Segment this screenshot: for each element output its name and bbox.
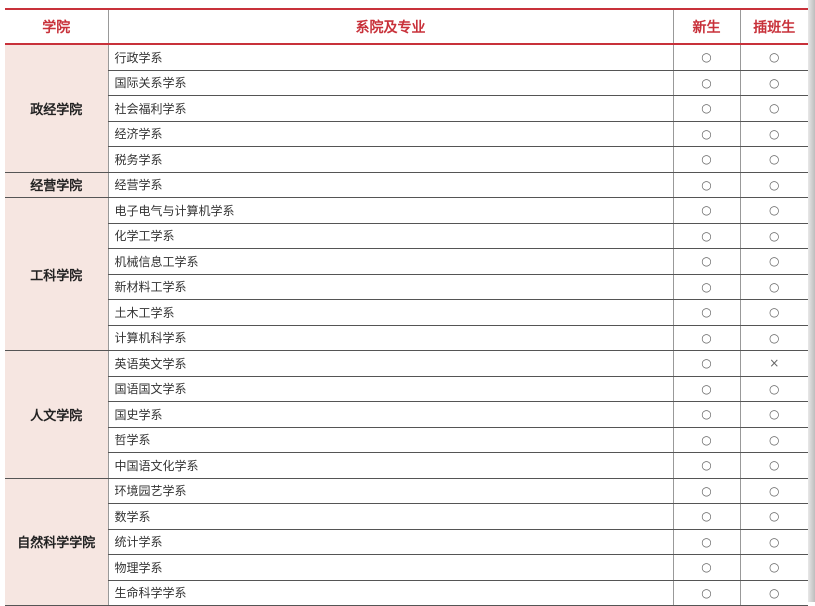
table-row: 中国语文化学系 ○ ○ [5,452,808,479]
freshman-cell: ○ [672,223,740,249]
department-cell: 社会福利学系 [107,95,673,122]
department-cell: 物理学系 [107,554,673,581]
transfer-cell: ○ [739,478,808,504]
transfer-cell: ○ [739,325,808,351]
department-cell: 税务学系 [107,146,673,173]
table-row: 社会福利学系 ○ ○ [5,95,808,122]
transfer-cell: ○ [739,554,808,581]
transfer-cell: ○ [739,427,808,453]
transfer-cell: ○ [739,197,808,224]
transfer-cell: ○ [739,121,808,147]
transfer-cell: ○ [739,299,808,326]
table-row: 政经学院 行政学系 ○ ○ [5,44,808,173]
department-cell: 数学系 [107,503,673,530]
department-cell: 土木工学系 [107,299,673,326]
department-cell: 经济学系 [107,121,673,147]
freshman-cell: ○ [672,70,740,96]
department-cell: 新材料工学系 [107,274,673,300]
table-row: 土木工学系 ○ ○ [5,299,808,326]
department-cell: 环境园艺学系 [107,478,673,504]
admission-table: 学院 系院及专业 新生 插班生 政经学院 行政学系 ○ ○ 国际关系学系 ○ ○ 社会福利学系… [5,8,808,606]
freshman-cell: ○ [672,554,740,581]
freshman-cell: ○ [672,248,740,275]
college-cell: 工科学院 [5,197,108,351]
transfer-cell: ○ [739,376,808,402]
department-cell: 行政学系 [107,44,673,71]
freshman-cell: ○ [672,44,740,71]
table-row: 化学工学系 ○ ○ [5,223,808,249]
department-cell: 机械信息工学系 [107,248,673,275]
table-row: 数学系 ○ ○ [5,503,808,530]
college-cell: 政经学院 [5,44,108,173]
freshman-cell: ○ [672,146,740,173]
freshman-cell: ○ [672,325,740,351]
table-row: 自然科学学院 环境园艺学系 ○ ○ [5,478,808,606]
table-row: 税务学系 ○ ○ [5,146,808,173]
freshman-cell: ○ [672,427,740,453]
department-cell: 哲学系 [107,427,673,453]
table-row: 哲学系 ○ ○ [5,427,808,453]
transfer-cell: ○ [739,223,808,249]
header-cell: 学院 [5,8,108,45]
table-row: 物理学系 ○ ○ [5,554,808,581]
header-cell: 系院及专业 [107,8,673,45]
college-cell: 经营学院 [5,172,108,198]
header-cell: 插班生 [739,8,808,45]
edge-shadow [808,0,815,602]
transfer-cell: ○ [739,146,808,173]
table-row: 新材料工学系 ○ ○ [5,274,808,300]
table-row: 经济学系 ○ ○ [5,121,808,147]
department-cell: 经营学系 [107,172,673,198]
header-row: 学院 系院及专业 新生 插班生 [5,8,808,45]
department-cell: 化学工学系 [107,223,673,249]
table-row: 人文学院 英语英文学系 ○ × [5,350,808,479]
college-cell: 自然科学学院 [5,478,108,606]
department-cell: 国史学系 [107,401,673,428]
freshman-cell: ○ [672,401,740,428]
department-cell: 国语国文学系 [107,376,673,402]
freshman-cell: ○ [672,197,740,224]
transfer-cell: ○ [739,452,808,479]
transfer-cell: ○ [739,44,808,71]
transfer-cell: ○ [739,248,808,275]
transfer-cell: ○ [739,401,808,428]
table-row: 统计学系 ○ ○ [5,529,808,555]
college-cell: 人文学院 [5,350,108,479]
header-cell: 新生 [672,8,740,45]
transfer-cell: ○ [739,503,808,530]
transfer-cell: ○ [739,529,808,555]
department-cell: 电子电气与计算机学系 [107,197,673,224]
table-row: 工科学院 电子电气与计算机学系 ○ ○ [5,197,808,351]
transfer-cell: ○ [739,274,808,300]
freshman-cell: ○ [672,452,740,479]
table-row: 计算机科学系 ○ ○ [5,325,808,351]
transfer-cell: × [739,350,808,377]
transfer-cell: ○ [739,172,808,198]
department-cell: 英语英文学系 [107,350,673,377]
transfer-cell: ○ [739,70,808,96]
freshman-cell: ○ [672,95,740,122]
freshman-cell: ○ [672,299,740,326]
table-row: 国语国文学系 ○ ○ [5,376,808,402]
freshman-cell: ○ [672,172,740,198]
department-cell: 计算机科学系 [107,325,673,351]
department-cell: 国际关系学系 [107,70,673,96]
freshman-cell: ○ [672,121,740,147]
freshman-cell: ○ [672,376,740,402]
freshman-cell: ○ [672,274,740,300]
freshman-cell: ○ [672,478,740,504]
department-cell: 统计学系 [107,529,673,555]
table-row: 国际关系学系 ○ ○ [5,70,808,96]
freshman-cell: ○ [672,503,740,530]
table-row: 经营学院 经营学系 ○ ○ [5,172,808,198]
freshman-cell: ○ [672,529,740,555]
transfer-cell: ○ [739,95,808,122]
table-row: 机械信息工学系 ○ ○ [5,248,808,275]
table-row: 国史学系 ○ ○ [5,401,808,428]
department-cell: 中国语文化学系 [107,452,673,479]
freshman-cell: ○ [672,350,740,377]
